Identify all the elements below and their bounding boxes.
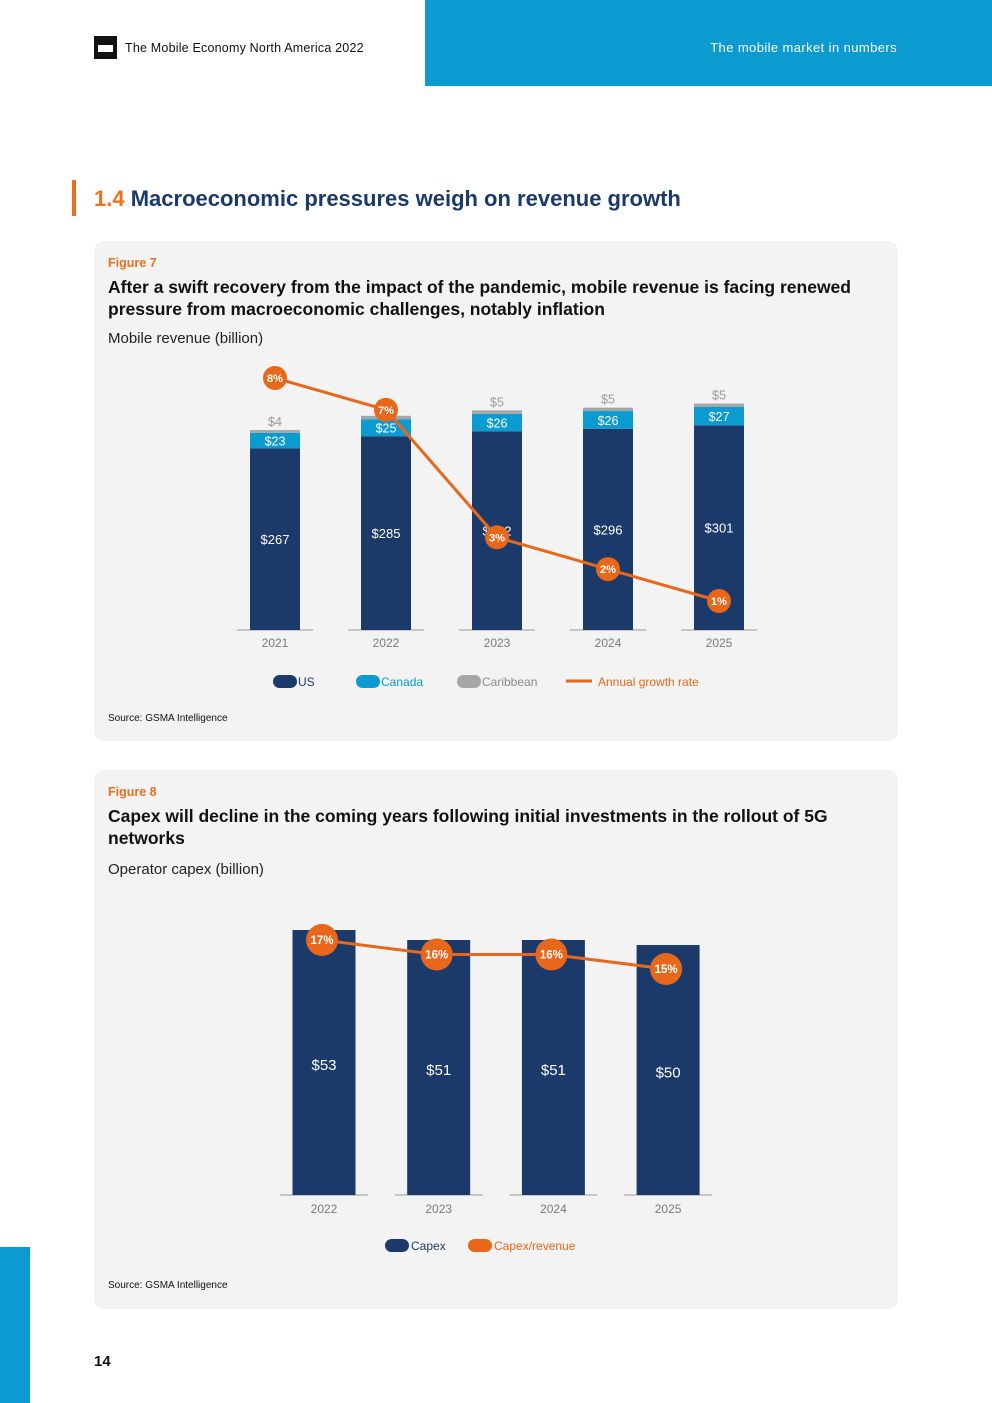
legend-swatch-caribbean: [457, 675, 481, 688]
growth-label: 3%: [489, 532, 505, 544]
section-heading: 1.4 Macroeconomic pressures weigh on rev…: [94, 186, 681, 212]
capex-ratio-point: [535, 938, 568, 971]
bar-label-canada: $27: [709, 410, 730, 424]
bar-capex-2022: [292, 930, 356, 1195]
legend-swatch-capex: [385, 1239, 409, 1252]
section-number: 1.4: [94, 186, 125, 211]
figure-8-title: Capex will decline in the coming years f…: [108, 806, 828, 848]
legend-swatch-capex-revenue: [468, 1239, 492, 1252]
legend-swatch-canada: [356, 675, 380, 688]
bar-us-2022: [361, 436, 411, 630]
x-tick-label: 2023: [484, 636, 511, 650]
x-tick-label: 2021: [262, 636, 289, 650]
bar-canada-2025: [694, 406, 744, 426]
legend-label: Annual growth rate: [598, 675, 699, 689]
legend-label: Caribbean: [482, 675, 537, 689]
bar-label-canada: $26: [487, 417, 508, 431]
bar-label-capex: $50: [656, 1065, 681, 1082]
figure-7-title: After a swift recovery from the impact o…: [108, 277, 851, 319]
capex-ratio-label: 16%: [425, 950, 448, 962]
revenue-chart: $267$23$42021$285$25$52022$292$26$52023$…: [237, 366, 757, 689]
capex-ratio-point: [650, 953, 683, 985]
bar-label-caribbean: $5: [601, 393, 615, 407]
figure-8-subtitle: Operator capex (billion): [108, 861, 264, 878]
capex-ratio-label: 17%: [310, 935, 333, 947]
growth-point: [374, 397, 398, 422]
legend-label: Capex: [411, 1239, 446, 1253]
x-tick-label: 2024: [540, 1202, 567, 1216]
legend-label: Capex/revenue: [494, 1239, 576, 1253]
bar-label-canada: $25: [376, 422, 397, 436]
growth-label: 1%: [711, 596, 727, 608]
bar-label-us: $301: [705, 521, 734, 536]
capex-chart: $53 2022 $51 2023 $51 2024 $50 2025 17% 16% 16% 15%…: [280, 924, 713, 1253]
bar-label-us: $267: [261, 532, 290, 547]
growth-point: [263, 366, 287, 390]
x-tick-label: 2022: [373, 636, 400, 650]
bar-canada-2023: [472, 413, 522, 432]
bar-us-2021: [250, 448, 300, 630]
bar-label-caribbean: $5: [490, 395, 504, 409]
x-tick-label: 2025: [655, 1202, 682, 1216]
figure-8-card: Figure 8 Capex will decline in the comin…: [94, 770, 898, 1309]
x-tick-label: 2024: [595, 636, 622, 650]
section-title: Macroeconomic pressures weigh on revenue…: [130, 186, 681, 211]
growth-label: 8%: [267, 373, 283, 385]
x-tick-label: 2025: [706, 636, 733, 650]
section-label: The mobile market in numbers: [710, 40, 897, 55]
gsma-logo-icon: [94, 36, 117, 59]
bar-label-caribbean: $5: [712, 389, 726, 403]
figure-7-subtitle: Mobile revenue (billion): [108, 330, 264, 347]
bar-caribbean-2021: [250, 430, 300, 433]
page-edge-strip: [0, 1247, 30, 1403]
figure-7-source: Source: GSMA Intelligence: [108, 713, 228, 724]
bar-label-us: $296: [594, 522, 623, 537]
growth-label: 7%: [378, 405, 394, 417]
bar-canada-2021: [250, 432, 300, 449]
bar-caribbean-2024: [583, 407, 633, 412]
figure-7-card: Figure 7 After a swift recovery from the…: [94, 241, 898, 741]
growth-point: [485, 525, 509, 550]
growth-point: [596, 557, 620, 582]
legend-swatch-us: [273, 675, 297, 688]
bar-label-canada: $23: [265, 435, 286, 449]
bar-capex-2023: [407, 940, 471, 1195]
document-header: The Mobile Economy North America 2022: [94, 36, 364, 59]
capex-ratio-label: 15%: [655, 964, 678, 976]
capex-ratio-point: [306, 924, 338, 956]
bar-us-2024: [583, 428, 633, 630]
bar-caribbean-2025: [694, 403, 744, 407]
x-tick-label: 2023: [425, 1202, 452, 1216]
figure-8-label: Figure 8: [108, 785, 157, 799]
growth-label: 2%: [600, 564, 616, 576]
bar-capex-2025: [636, 945, 700, 1195]
section-accent-bar: [72, 180, 76, 216]
bar-label-capex: $53: [311, 1057, 336, 1074]
figure-8-source: Source: GSMA Intelligence: [108, 1280, 228, 1291]
capex-ratio-label: 16%: [540, 950, 563, 962]
capex-ratio-line: [321, 938, 667, 971]
legend-label: US: [298, 675, 315, 689]
bar-canada-2024: [583, 411, 633, 429]
document-title: The Mobile Economy North America 2022: [125, 40, 364, 55]
bar-label-capex: $51: [426, 1062, 451, 1079]
bar-label-caribbean: $4: [268, 415, 282, 429]
bar-label-us: $285: [372, 526, 401, 541]
bar-label-canada: $26: [598, 414, 619, 428]
capex-ratio-point: [420, 938, 453, 971]
bar-capex-2024: [521, 940, 585, 1195]
bar-label-capex: $51: [541, 1062, 566, 1079]
bar-caribbean-2023: [472, 410, 522, 414]
page-number: 14: [94, 1353, 111, 1370]
legend-label: Canada: [381, 675, 423, 689]
growth-point: [707, 589, 731, 613]
x-tick-label: 2022: [311, 1202, 338, 1216]
figure-7-label: Figure 7: [108, 256, 157, 270]
section-band: The mobile market in numbers: [425, 0, 992, 86]
